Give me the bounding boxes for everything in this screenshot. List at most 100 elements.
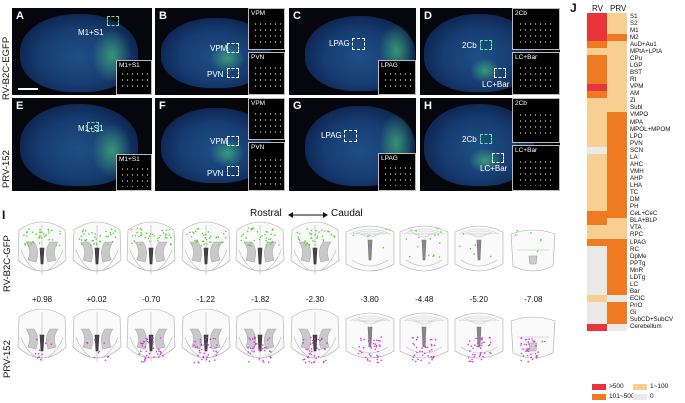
inset-label: LPAG <box>381 62 398 69</box>
heatmap-cell-rv <box>587 217 607 225</box>
labeled-cell-dot <box>309 232 311 234</box>
heatmap-row-label: MPtA+LPtA <box>630 47 663 55</box>
labeled-cell-dot <box>40 231 42 233</box>
heatmap-row-label: LPAG <box>630 238 647 246</box>
labeled-cell-dot <box>247 346 250 349</box>
labeled-cell-dot <box>196 346 198 348</box>
labeled-cell-dot <box>247 230 249 232</box>
labeled-cell-dot <box>378 340 381 342</box>
labeled-cell-dot <box>99 234 101 237</box>
legend-label: 0 <box>650 393 654 400</box>
magnified-inset: LC+Bar <box>512 52 560 95</box>
labeled-cell-dot <box>209 338 211 341</box>
labeled-cell-dot <box>474 244 476 246</box>
labeled-cell-dot <box>417 236 420 239</box>
labeled-cell-dot <box>81 229 84 231</box>
labeled-cell-dot <box>37 352 40 355</box>
labeled-cell-dot <box>385 228 387 230</box>
heatmap-row-label: LPO <box>630 132 643 140</box>
labeled-cell-dot <box>215 354 217 356</box>
labeled-cells <box>382 70 412 91</box>
labeled-cell-dot <box>533 341 535 343</box>
labeled-cell-dot <box>145 354 148 357</box>
labeled-cell-dot <box>380 359 382 362</box>
labeled-cell-dot <box>247 244 250 246</box>
labeled-cell-dot <box>426 346 429 349</box>
labeled-cell-dot <box>204 236 206 239</box>
labeled-cell-dot <box>98 240 100 243</box>
heatmap-cell-prv <box>607 48 627 56</box>
heatmap-cell-prv <box>607 295 627 303</box>
labeled-cell-dot <box>201 232 203 235</box>
labeled-cell-dot <box>430 355 433 358</box>
labeled-cell-dot <box>305 244 307 246</box>
labeled-cell-dot <box>190 244 193 246</box>
microscopy-panel-b: B VPM PVN VPM PVN <box>155 8 285 95</box>
labeled-cell-dot <box>358 350 361 352</box>
labeled-cell-dot <box>379 336 382 338</box>
heatmap-cell-rv <box>587 161 607 169</box>
labeled-cells <box>252 111 281 135</box>
heatmap-cell-prv <box>607 309 627 317</box>
labeled-cell-dot <box>193 362 195 364</box>
labeled-cell-dot <box>422 344 425 346</box>
bregma-coordinate: +0.02 <box>86 295 107 304</box>
labeled-cell-dot <box>78 238 80 240</box>
labeled-cell-dot <box>479 354 481 356</box>
labeled-cell-dot <box>270 238 272 240</box>
heatmap-row-label: VPM <box>630 83 644 91</box>
region-box <box>494 68 506 78</box>
labeled-cell-dot <box>473 356 475 358</box>
labeled-cell-dot <box>307 348 309 351</box>
labeled-cell-dot <box>252 338 254 340</box>
labeled-cells <box>517 65 555 90</box>
heatmap-cell-prv <box>607 154 627 162</box>
inset-label: PVN <box>251 144 265 151</box>
legend-swatch <box>633 384 647 390</box>
labeled-cell-dot <box>26 231 29 233</box>
heatmap-cell-rv <box>587 133 607 141</box>
labeled-cell-dot <box>152 341 154 343</box>
labeled-cell-dot <box>161 229 164 232</box>
atlas-section-prv <box>181 308 231 364</box>
labeled-cell-dot <box>254 343 257 346</box>
labeled-cell-dot <box>166 237 168 239</box>
labeled-cell-dot <box>259 236 262 238</box>
heatmap-cell-rv <box>587 104 607 113</box>
labeled-cell-dot <box>311 350 313 353</box>
labeled-cell-dot <box>473 354 476 356</box>
labeled-cell-dot <box>467 343 469 346</box>
labeled-cell-dot <box>207 344 209 346</box>
labeled-cell-dot <box>525 338 527 341</box>
labeled-cell-dot <box>251 229 253 231</box>
labeled-cell-dot <box>252 347 255 350</box>
labeled-cells <box>252 65 281 90</box>
labeled-cell-dot <box>143 361 145 363</box>
region-label: LPAG <box>329 39 350 48</box>
labeled-cell-dot <box>51 239 54 241</box>
labeled-cell-dot <box>144 236 147 239</box>
labeled-cell-dot <box>153 235 156 237</box>
labeled-cell-dot <box>480 344 483 347</box>
heatmap-row-label: LGP <box>630 62 643 70</box>
heatmap-cell-prv <box>607 260 627 268</box>
labeled-cell-dot <box>297 238 300 240</box>
labeled-cell-dot <box>527 360 530 363</box>
labeled-cells <box>517 21 555 45</box>
magnified-inset: LPAG <box>378 153 416 191</box>
labeled-cell-dot <box>43 233 45 235</box>
heatmap-cell-prv <box>607 203 627 211</box>
labeled-cell-dot <box>195 240 197 243</box>
labeled-cell-dot <box>415 229 418 232</box>
atlas-section-rv <box>399 225 449 272</box>
atlas-row-label-rv: RV-B2C-GFP <box>2 235 13 292</box>
labeled-cell-dot <box>462 233 465 235</box>
heatmap-cell-prv <box>607 288 627 296</box>
heatmap-row-label: SubCD+SubCV <box>630 316 674 324</box>
labeled-cell-dot <box>421 354 424 357</box>
bregma-coordinate: -2.30 <box>305 295 325 304</box>
labeled-cell-dot <box>90 231 93 234</box>
labeled-cell-dot <box>521 337 523 340</box>
labeled-cell-dot <box>413 344 416 346</box>
labeled-cell-dot <box>541 340 544 343</box>
